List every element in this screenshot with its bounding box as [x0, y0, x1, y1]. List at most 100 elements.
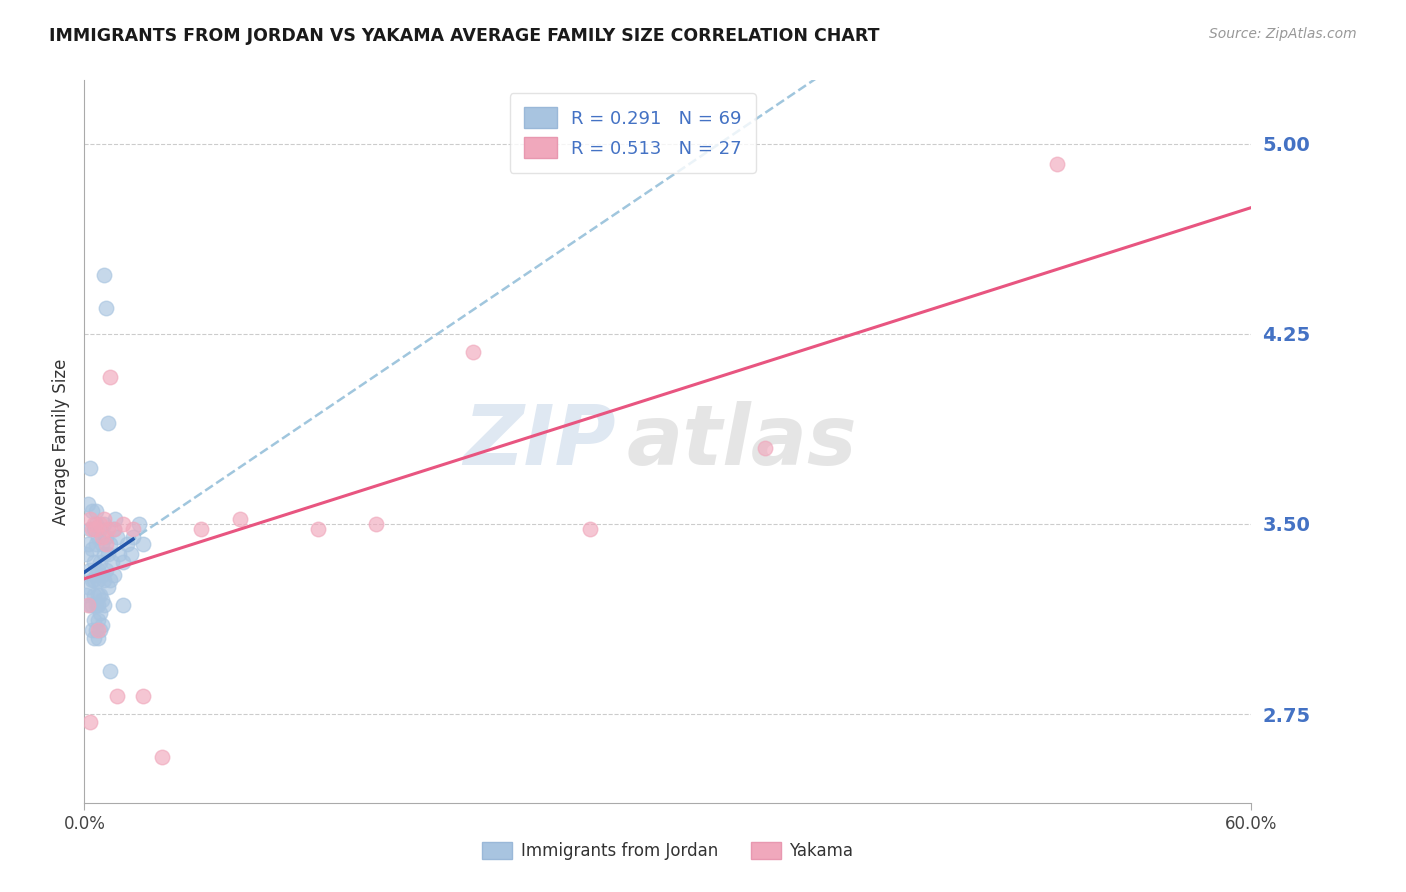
Point	[90, 618, 112, 632]
Point	[229, 512, 252, 526]
Point	[82, 624, 104, 638]
Point	[90, 567, 112, 582]
Point	[98, 664, 121, 678]
Point	[98, 573, 121, 587]
Point	[79, 598, 101, 612]
Point	[83, 516, 105, 531]
Point	[75, 547, 97, 561]
Point	[83, 631, 105, 645]
Point	[93, 512, 115, 526]
Point	[100, 555, 122, 569]
Point	[93, 573, 115, 587]
Point	[89, 588, 111, 602]
Point	[87, 563, 110, 577]
Point	[98, 370, 121, 384]
Point	[89, 522, 111, 536]
Point	[87, 631, 110, 645]
Point	[94, 563, 117, 577]
Point	[79, 461, 101, 475]
Point	[108, 547, 131, 561]
Point	[77, 598, 100, 612]
Point	[107, 530, 129, 544]
Point	[97, 580, 120, 594]
Point	[94, 537, 117, 551]
Text: Source: ZipAtlas.com: Source: ZipAtlas.com	[1209, 27, 1357, 41]
Point	[115, 537, 138, 551]
Point	[122, 530, 145, 544]
Point	[90, 537, 112, 551]
Point	[97, 547, 120, 561]
Point	[82, 522, 104, 536]
Point	[112, 598, 135, 612]
Point	[84, 624, 107, 638]
Point	[82, 504, 104, 518]
Point	[79, 522, 101, 536]
Point	[104, 512, 127, 526]
Point	[98, 537, 121, 551]
Point	[87, 598, 110, 612]
Point	[1046, 157, 1069, 171]
Point	[83, 588, 105, 602]
Point	[84, 537, 107, 551]
Point	[89, 555, 111, 569]
Y-axis label: Average Family Size: Average Family Size	[52, 359, 70, 524]
Point	[103, 522, 125, 536]
Point	[103, 522, 125, 536]
Point	[366, 516, 388, 531]
Point	[79, 563, 101, 577]
Point	[307, 522, 329, 536]
Point	[75, 588, 97, 602]
Point	[93, 268, 115, 283]
Point	[190, 522, 212, 536]
Point	[79, 714, 101, 729]
Point	[90, 530, 112, 544]
Point	[579, 522, 602, 536]
Legend: Immigrants from Jordan, Yakama: Immigrants from Jordan, Yakama	[475, 835, 860, 867]
Point	[97, 522, 120, 536]
Point	[82, 542, 104, 557]
Point	[77, 580, 100, 594]
Point	[87, 530, 110, 544]
Point	[112, 516, 135, 531]
Point	[84, 522, 107, 536]
Point	[82, 573, 104, 587]
Point	[77, 497, 100, 511]
Point	[97, 416, 120, 430]
Point	[79, 512, 101, 526]
Point	[94, 301, 117, 316]
Point	[84, 516, 107, 531]
Point	[103, 567, 125, 582]
Point	[128, 516, 150, 531]
Point	[120, 547, 142, 561]
Point	[87, 588, 110, 602]
Point	[150, 750, 173, 764]
Point	[90, 593, 112, 607]
Point	[122, 522, 145, 536]
Point	[107, 690, 129, 704]
Point	[132, 690, 155, 704]
Point	[93, 516, 115, 531]
Point	[112, 555, 135, 569]
Point	[754, 441, 776, 455]
Point	[87, 573, 110, 587]
Point	[93, 598, 115, 612]
Point	[83, 573, 105, 587]
Point	[463, 344, 485, 359]
Text: atlas: atlas	[627, 401, 858, 482]
Point	[87, 624, 110, 638]
Point	[132, 537, 155, 551]
Point	[87, 613, 110, 627]
Point	[82, 598, 104, 612]
Point	[83, 613, 105, 627]
Point	[89, 516, 111, 531]
Point	[93, 547, 115, 561]
Point	[89, 624, 111, 638]
Point	[77, 537, 100, 551]
Point	[94, 530, 117, 544]
Point	[89, 606, 111, 620]
Point	[83, 522, 105, 536]
Text: IMMIGRANTS FROM JORDAN VS YAKAMA AVERAGE FAMILY SIZE CORRELATION CHART: IMMIGRANTS FROM JORDAN VS YAKAMA AVERAGE…	[49, 27, 880, 45]
Point	[84, 504, 107, 518]
Point	[84, 567, 107, 582]
Text: ZIP: ZIP	[463, 401, 616, 482]
